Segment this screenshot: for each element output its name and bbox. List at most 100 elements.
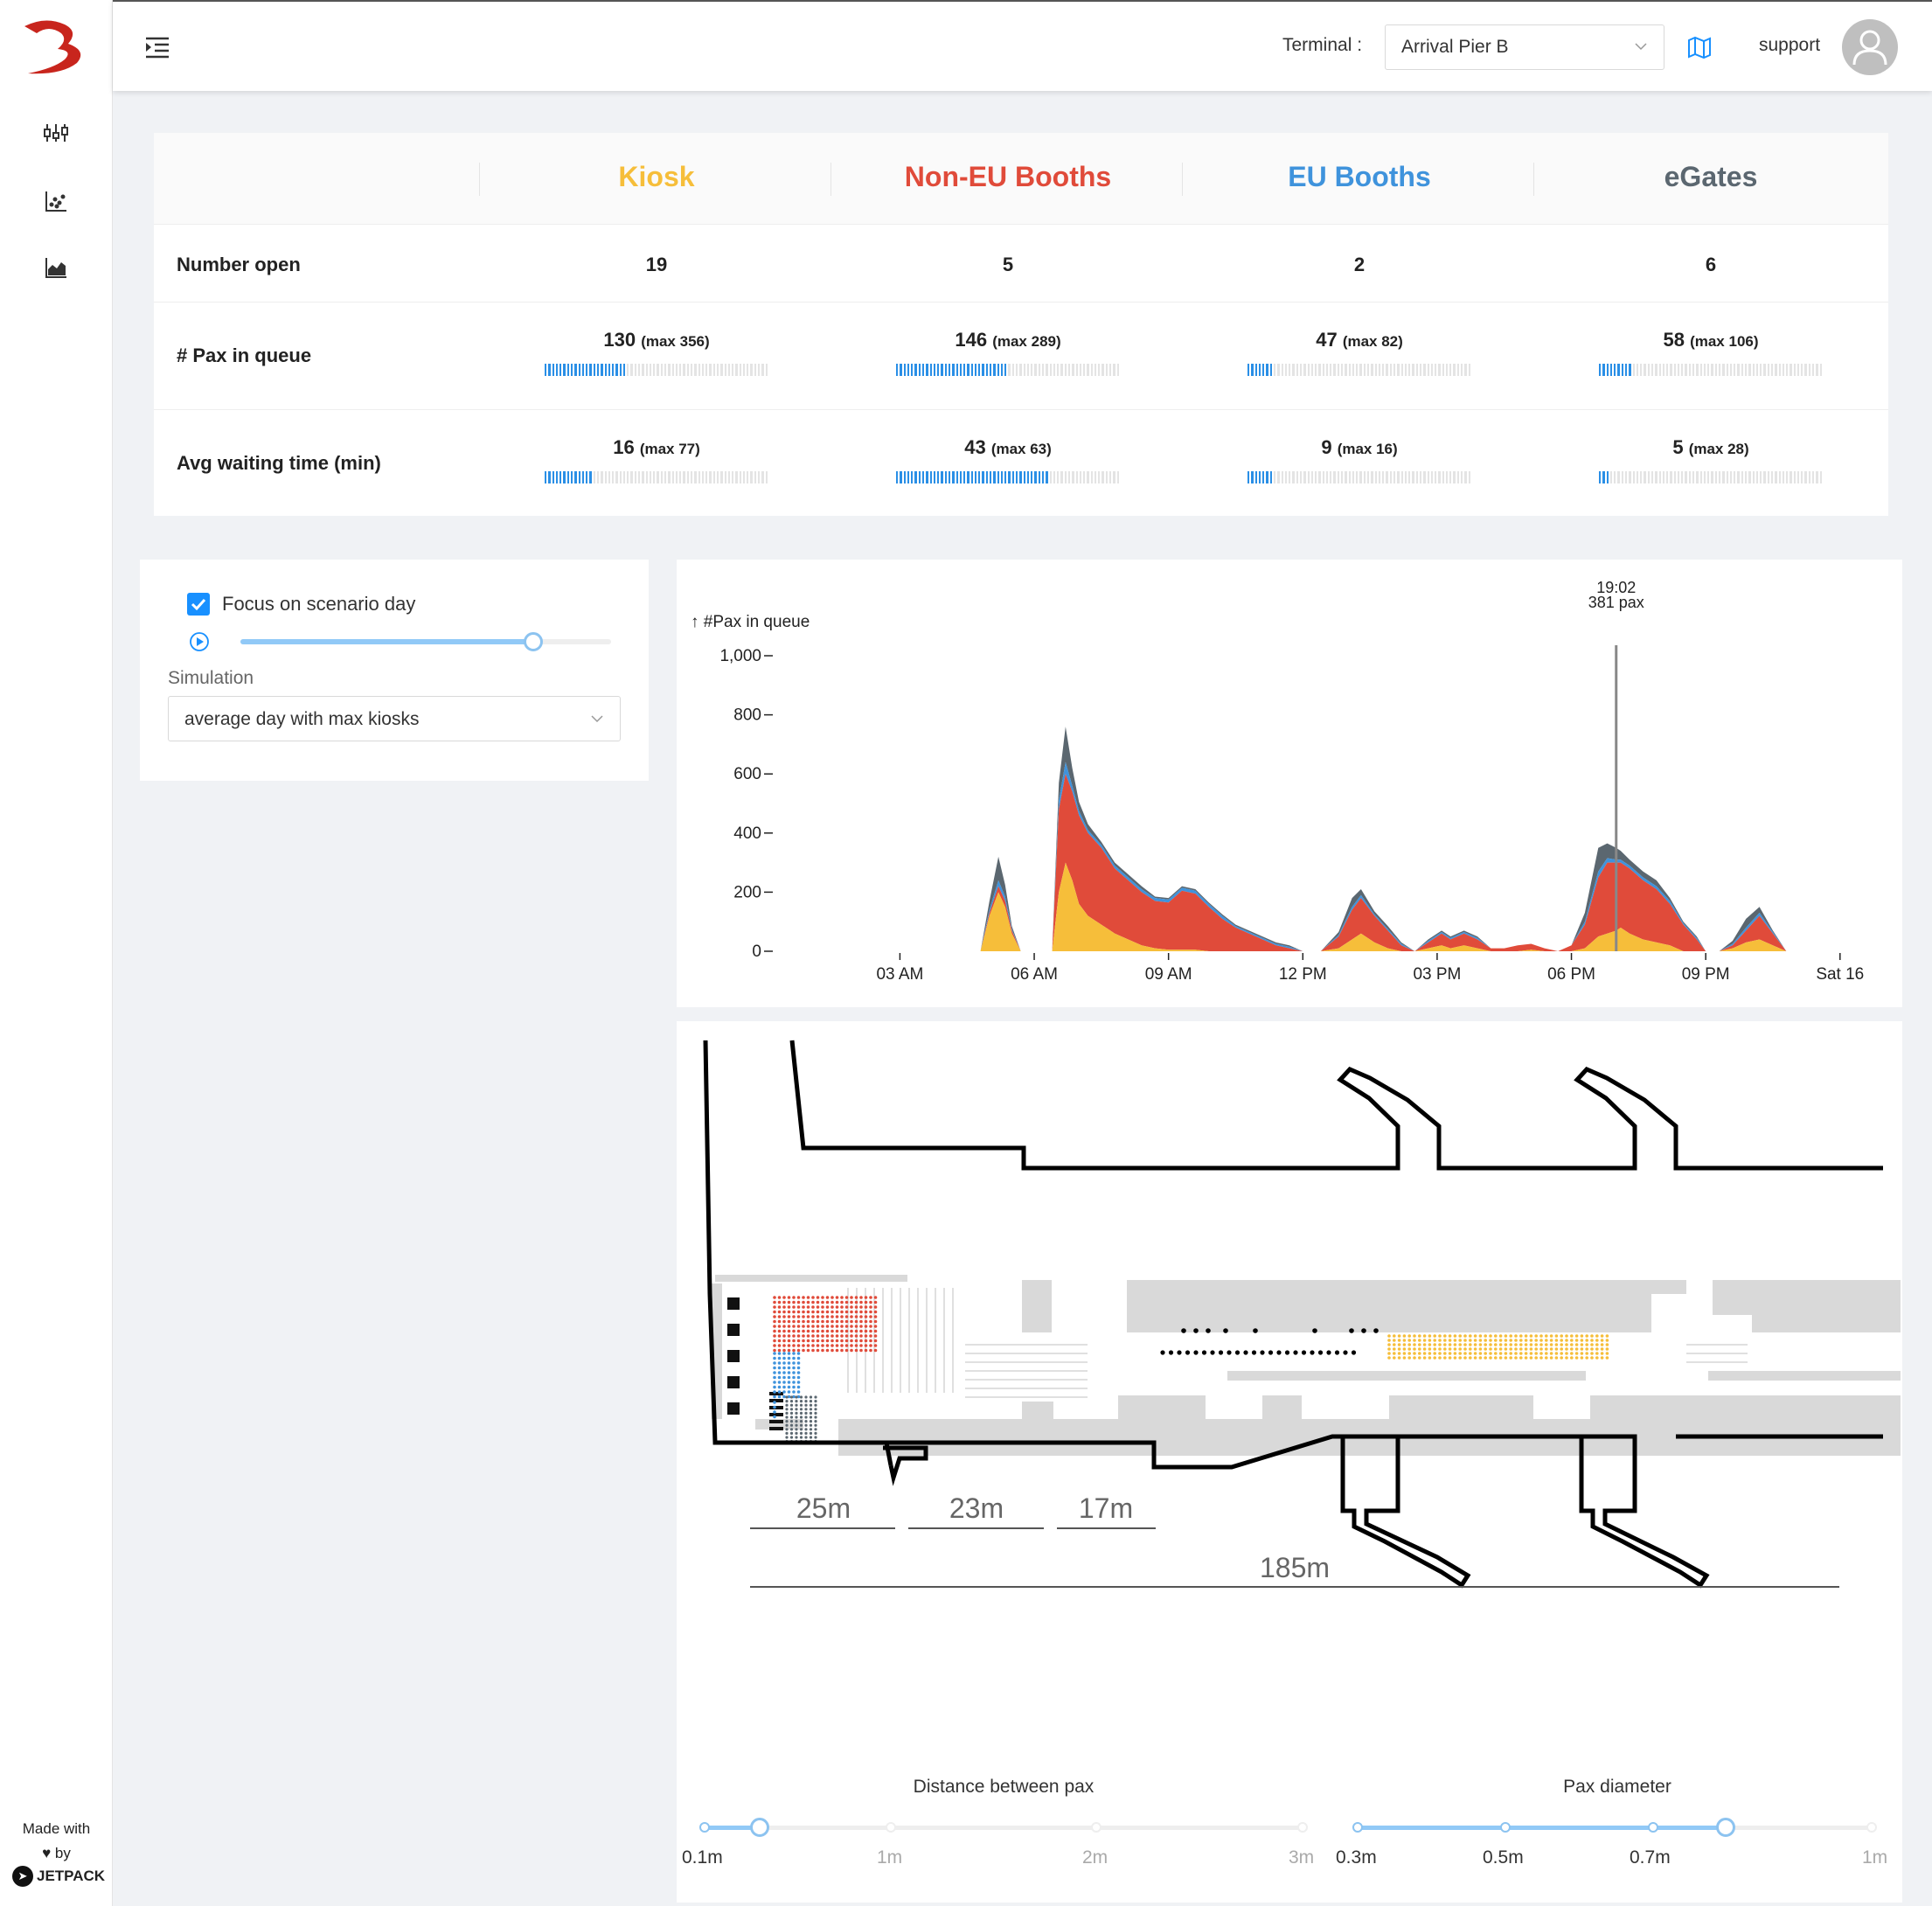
passenger-dot bbox=[785, 1436, 789, 1439]
passenger-dot bbox=[869, 1325, 872, 1328]
passenger-dot bbox=[796, 1381, 801, 1384]
passenger-dot bbox=[1361, 1328, 1366, 1333]
time-slider-handle[interactable] bbox=[523, 632, 543, 651]
wait-count: 43 bbox=[964, 436, 986, 458]
passenger-dot bbox=[1585, 1347, 1588, 1351]
passenger-dot bbox=[864, 1325, 868, 1328]
x-tick-label: 03 PM bbox=[1413, 965, 1461, 984]
area-chart-icon[interactable] bbox=[42, 254, 70, 282]
play-icon[interactable] bbox=[189, 631, 210, 652]
diameter-slider-handle[interactable] bbox=[1716, 1818, 1736, 1837]
passenger-dot bbox=[773, 1415, 776, 1419]
jetpack-link[interactable]: ➤ JETPACK bbox=[12, 1866, 105, 1887]
passenger-dot bbox=[821, 1305, 824, 1309]
passenger-dot bbox=[777, 1361, 782, 1365]
passenger-dot bbox=[1560, 1352, 1563, 1355]
passenger-dot bbox=[799, 1423, 803, 1427]
passenger-dot bbox=[1260, 1350, 1265, 1355]
diameter-slider-step[interactable] bbox=[1352, 1822, 1363, 1833]
passenger-dot bbox=[785, 1431, 789, 1435]
terminal-select[interactable]: Arrival Pier B bbox=[1385, 24, 1664, 70]
passenger-dot bbox=[789, 1416, 794, 1419]
diameter-slider-step[interactable] bbox=[1648, 1822, 1658, 1833]
passenger-dot bbox=[821, 1296, 824, 1299]
passenger-dot bbox=[1418, 1343, 1421, 1346]
x-tick-label: 09 AM bbox=[1145, 965, 1192, 984]
passenger-dot bbox=[777, 1366, 782, 1370]
passenger-dot bbox=[782, 1385, 786, 1389]
passenger-dot bbox=[844, 1334, 849, 1338]
distance-slider-step[interactable] bbox=[699, 1822, 710, 1833]
passenger-dot bbox=[777, 1310, 782, 1314]
avatar[interactable] bbox=[1842, 19, 1898, 75]
menu-toggle-icon[interactable] bbox=[144, 35, 170, 59]
passenger-dot bbox=[1498, 1347, 1503, 1351]
passenger-dot bbox=[1223, 1328, 1228, 1333]
passenger-dot bbox=[1600, 1347, 1604, 1351]
row-divider bbox=[154, 302, 1888, 303]
terminal-floor-plan[interactable]: 25m 23m 17m 185m bbox=[677, 1021, 1902, 1756]
passenger-dot bbox=[785, 1403, 789, 1407]
passenger-dot bbox=[792, 1385, 796, 1389]
diameter-slider-step[interactable] bbox=[1500, 1822, 1511, 1833]
passenger-dot bbox=[1590, 1347, 1594, 1351]
scatter-chart-icon[interactable] bbox=[42, 187, 70, 215]
distance-slider-label: 2m bbox=[1082, 1847, 1108, 1868]
column-separator bbox=[479, 163, 480, 196]
passenger-dot bbox=[1574, 1339, 1579, 1342]
passenger-dot bbox=[816, 1334, 820, 1338]
passenger-dot bbox=[789, 1411, 794, 1415]
y-tick-label: 0 bbox=[752, 943, 761, 961]
passenger-dot bbox=[1498, 1339, 1503, 1342]
passenger-dot bbox=[1458, 1352, 1462, 1355]
passenger-dot bbox=[806, 1296, 810, 1299]
distance-slider-step[interactable] bbox=[1297, 1822, 1308, 1833]
passenger-dot bbox=[1463, 1347, 1467, 1351]
passenger-dot bbox=[809, 1416, 813, 1419]
passenger-dot bbox=[802, 1348, 805, 1353]
passenger-dot bbox=[792, 1366, 796, 1370]
focus-checkbox-label[interactable]: Focus on scenario day bbox=[222, 593, 416, 615]
column-separator bbox=[830, 163, 831, 196]
passenger-dot bbox=[789, 1395, 794, 1399]
passenger-dot bbox=[873, 1339, 878, 1343]
diameter-slider-step[interactable] bbox=[1866, 1822, 1877, 1833]
passenger-dot bbox=[814, 1403, 817, 1407]
diameter-slider-label: 0.7m bbox=[1630, 1847, 1671, 1868]
passenger-dot bbox=[787, 1385, 791, 1389]
passenger-dot bbox=[816, 1325, 820, 1328]
sliders-icon[interactable] bbox=[42, 119, 70, 147]
passenger-dot bbox=[1463, 1352, 1467, 1355]
passenger-dot bbox=[804, 1408, 808, 1411]
passenger-dot bbox=[787, 1339, 791, 1343]
passenger-dot bbox=[1484, 1339, 1487, 1342]
distance-slider-handle[interactable] bbox=[749, 1818, 769, 1837]
map-icon[interactable] bbox=[1686, 35, 1713, 59]
distance-slider-step[interactable] bbox=[886, 1822, 896, 1833]
focus-checkbox[interactable] bbox=[187, 593, 210, 616]
passenger-dot bbox=[773, 1381, 776, 1384]
user-name[interactable]: support bbox=[1759, 35, 1821, 55]
dimension-label: 25m bbox=[796, 1492, 851, 1524]
passenger-dot bbox=[840, 1315, 844, 1318]
passenger-dot bbox=[777, 1356, 782, 1360]
time-slider[interactable] bbox=[240, 632, 611, 651]
passenger-dot bbox=[811, 1334, 815, 1338]
diameter-slider[interactable] bbox=[1352, 1818, 1877, 1837]
passenger-dot bbox=[869, 1305, 872, 1309]
non-eu-booths-pax-value: 146 (max 289) bbox=[833, 329, 1183, 351]
queue-area-chart[interactable]: ↑ #Pax in queue 1,000 800 600 400 200 0 03 AM 06… bbox=[677, 560, 1902, 1007]
passenger-dot bbox=[1428, 1347, 1432, 1351]
passenger-dot bbox=[850, 1344, 853, 1347]
passenger-dot bbox=[840, 1325, 844, 1328]
simulation-select[interactable]: average day with max kiosks bbox=[168, 696, 621, 741]
passenger-dot bbox=[1554, 1347, 1559, 1351]
passenger-dot bbox=[816, 1329, 820, 1333]
distance-slider[interactable] bbox=[699, 1818, 1308, 1837]
passenger-dot bbox=[792, 1296, 796, 1299]
distance-slider-step[interactable] bbox=[1091, 1822, 1102, 1833]
pax-count: 130 bbox=[603, 329, 636, 351]
brussels-airport-logo[interactable] bbox=[19, 17, 93, 79]
kiosk-pax-progress-bar bbox=[545, 364, 768, 376]
passenger-dot bbox=[1393, 1347, 1396, 1351]
